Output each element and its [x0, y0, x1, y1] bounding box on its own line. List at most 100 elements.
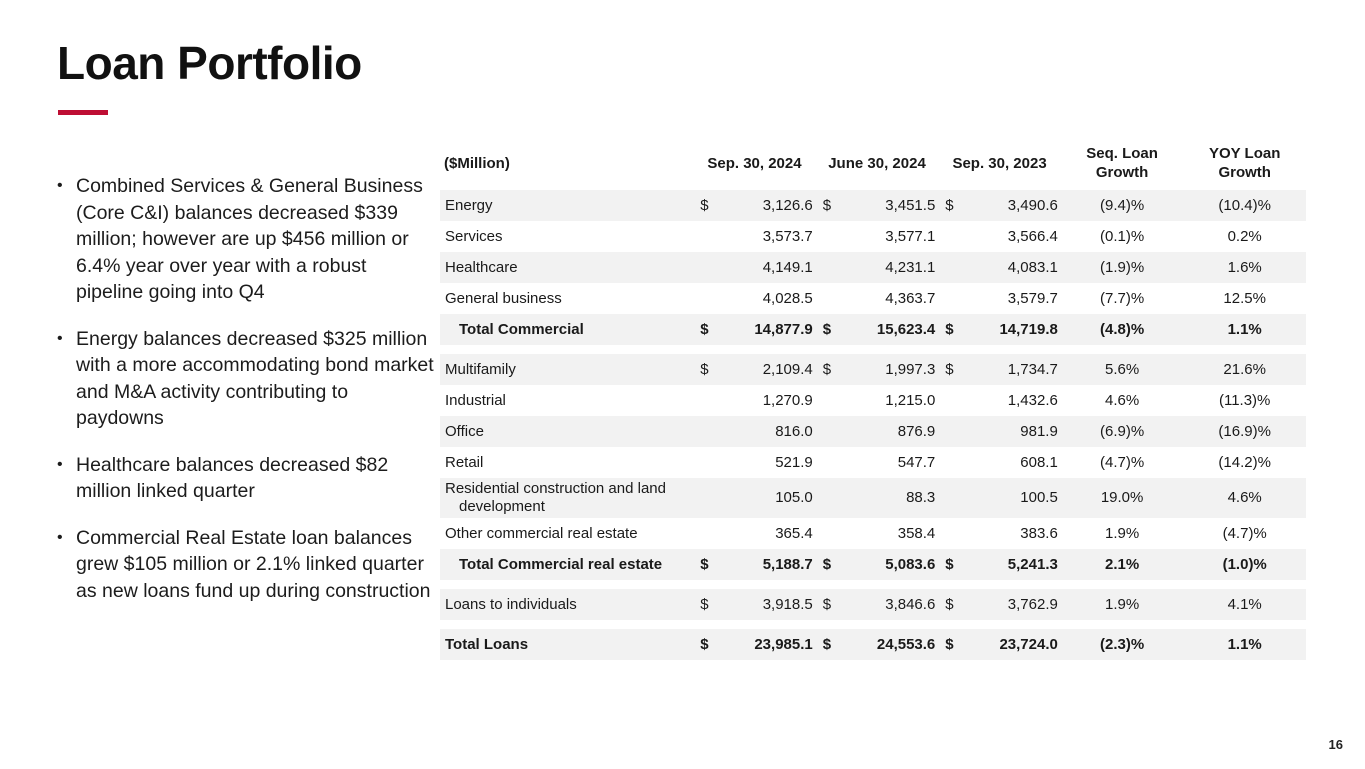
section-spacer: [440, 620, 1306, 629]
seq-growth-cell: (0.1)%: [1100, 227, 1145, 245]
seq-growth-cell: (4.7)%: [1100, 453, 1145, 471]
table-row: Healthcare 4,149.1 4,231.1 4,083.1 (1.9)% 1.6…: [440, 252, 1306, 283]
dollar-sign-cell: [816, 447, 842, 478]
value-cell: 5,241.3: [964, 549, 1061, 580]
seq-growth-cell: 19.0%: [1060, 478, 1184, 518]
row-label-text: Total Loans: [445, 635, 529, 653]
unit-label-header: ($Million): [444, 154, 510, 172]
dollar-sign-cell: [938, 283, 964, 314]
yoy-growth-cell: 12.5%: [1223, 289, 1266, 307]
bullet-text: Energy balances decreased $325 million w…: [76, 327, 434, 430]
yoy-growth-cell: (4.7)%: [1222, 524, 1267, 542]
section-spacer: [440, 345, 1306, 354]
row-label: Other commercial real estate: [440, 518, 693, 549]
table-row: Industrial 1,270.9 1,215.0 1,432.6 4.6% (11.3…: [440, 385, 1306, 416]
table-row: Total Commercial $14,877.9 $15,623.4 $14,71…: [440, 314, 1306, 345]
row-label-text: Services: [445, 227, 503, 245]
row-label: Total Commercial real estate: [440, 549, 694, 580]
page-number: 16: [1328, 737, 1343, 752]
seq-growth-cell: (1.9)%: [1060, 252, 1184, 283]
value-cell: 2,109.4: [719, 354, 816, 385]
value-cell: 3,579.7: [1007, 289, 1058, 307]
dollar-sign-cell: [938, 416, 965, 447]
table-row: Other commercial real estate 365.4 358.4 38…: [440, 518, 1306, 549]
dollar-sign-cell: [693, 478, 720, 518]
dollar-sign-cell: $: [938, 190, 965, 221]
bullet-item: Commercial Real Estate loan balances gre…: [55, 525, 437, 605]
dollar-sign-cell: $: [693, 314, 720, 345]
row-label: Total Commercial: [440, 314, 694, 345]
seq-growth-cell: (2.3)%: [1060, 629, 1184, 660]
dollar-sign-cell: [938, 447, 964, 478]
dollar-sign-cell: [938, 221, 964, 252]
column-header-sep-30-2024: Sep. 30, 2024: [707, 154, 802, 172]
dollar-sign-cell: [815, 252, 843, 283]
value-cell: 3,490.6: [964, 190, 1061, 221]
dollar-sign-cell: [693, 283, 719, 314]
table-row: Energy $3,126.6 $3,451.5 $3,490.6 (9.4)% (10.…: [440, 190, 1306, 221]
value-cell: 23,724.0: [964, 629, 1061, 660]
row-label: Office: [440, 416, 694, 447]
dollar-sign-cell: [938, 478, 965, 518]
column-header-seq-loan-growth-text: Seq. Loan Growth: [1086, 145, 1158, 181]
value-cell: 876.9: [842, 416, 939, 447]
value-cell: 3,762.9: [964, 589, 1061, 620]
yoy-growth-cell: 1.6%: [1183, 252, 1306, 283]
table-row: Multifamily $2,109.4 $1,997.3 $1,734.7 5.6% 2…: [440, 354, 1306, 385]
seq-growth-cell: 4.6%: [1105, 391, 1140, 409]
seq-growth-cell: (9.4)%: [1060, 190, 1184, 221]
seq-growth-cell: 1.9%: [1105, 524, 1140, 542]
yoy-growth-cell: (11.3)%: [1218, 391, 1271, 409]
bullet-item: Healthcare balances decreased $82 millio…: [55, 452, 437, 505]
page-title: Loan Portfolio: [57, 37, 362, 89]
dollar-sign-cell: $: [938, 354, 965, 385]
dollar-sign-cell: [938, 385, 964, 416]
table-header-row: ($Million) Sep. 30, 2024 June 30, 2024 S…: [440, 140, 1306, 190]
table-row: Retail 521.9 547.7 608.1 (4.7)% (14.2)%: [440, 447, 1306, 478]
row-label: Total Loans: [440, 629, 694, 660]
value-cell: 1,270.9: [762, 391, 813, 409]
value-cell: 1,997.3: [842, 354, 939, 385]
column-header-june-30-2024: June 30, 2024: [828, 154, 926, 172]
yoy-growth-cell: (1.0)%: [1183, 549, 1306, 580]
dollar-sign-cell: $: [938, 549, 965, 580]
row-label: Loans to individuals: [440, 589, 694, 620]
value-cell: 23,985.1: [719, 629, 816, 660]
dollar-sign-cell: [693, 252, 720, 283]
dollar-sign-cell: [693, 385, 719, 416]
dollar-sign-cell: $: [815, 549, 843, 580]
row-label-text: Industrial: [445, 391, 506, 409]
row-label-text: Other commercial real estate: [445, 524, 638, 542]
dollar-sign-cell: [816, 385, 842, 416]
value-cell: 4,083.1: [964, 252, 1061, 283]
value-cell: 365.4: [775, 524, 813, 542]
table-row: Loans to individuals $3,918.5 $3,846.6 $3,7…: [440, 589, 1306, 620]
value-cell: 1,215.0: [885, 391, 936, 409]
dollar-sign-cell: [815, 416, 843, 447]
row-label-text: Residential construction and land develo…: [445, 480, 666, 515]
table-row: Residential construction and land develo…: [440, 478, 1306, 518]
dollar-sign-cell: $: [938, 589, 965, 620]
loan-table: ($Million) Sep. 30, 2024 June 30, 2024 S…: [440, 140, 1306, 660]
column-header-yoy-loan-growth: YOY Loan Growth: [1183, 140, 1306, 190]
column-header-yoy-loan-growth-text: YOY Loan Growth: [1208, 145, 1281, 181]
row-label: Energy: [440, 190, 694, 221]
seq-growth-cell: 5.6%: [1060, 354, 1184, 385]
row-label: Industrial: [440, 385, 693, 416]
yoy-growth-cell: (14.2)%: [1218, 453, 1271, 471]
dollar-sign-cell: [816, 221, 842, 252]
value-cell: 383.6: [1020, 524, 1058, 542]
value-cell: 100.5: [964, 478, 1061, 518]
dollar-sign-cell: $: [815, 314, 843, 345]
column-header-sep-30-2023: Sep. 30, 2023: [952, 154, 1047, 172]
row-label: General business: [440, 283, 693, 314]
value-cell: 24,553.6: [842, 629, 939, 660]
row-label: Healthcare: [440, 252, 694, 283]
dollar-sign-cell: [693, 447, 719, 478]
bullet-item: Energy balances decreased $325 million w…: [55, 326, 437, 432]
seq-growth-cell: 1.9%: [1060, 589, 1184, 620]
yoy-growth-cell: 1.1%: [1183, 314, 1306, 345]
value-cell: 3,846.6: [842, 589, 939, 620]
value-cell: 14,877.9: [719, 314, 816, 345]
value-cell: 1,432.6: [1007, 391, 1058, 409]
